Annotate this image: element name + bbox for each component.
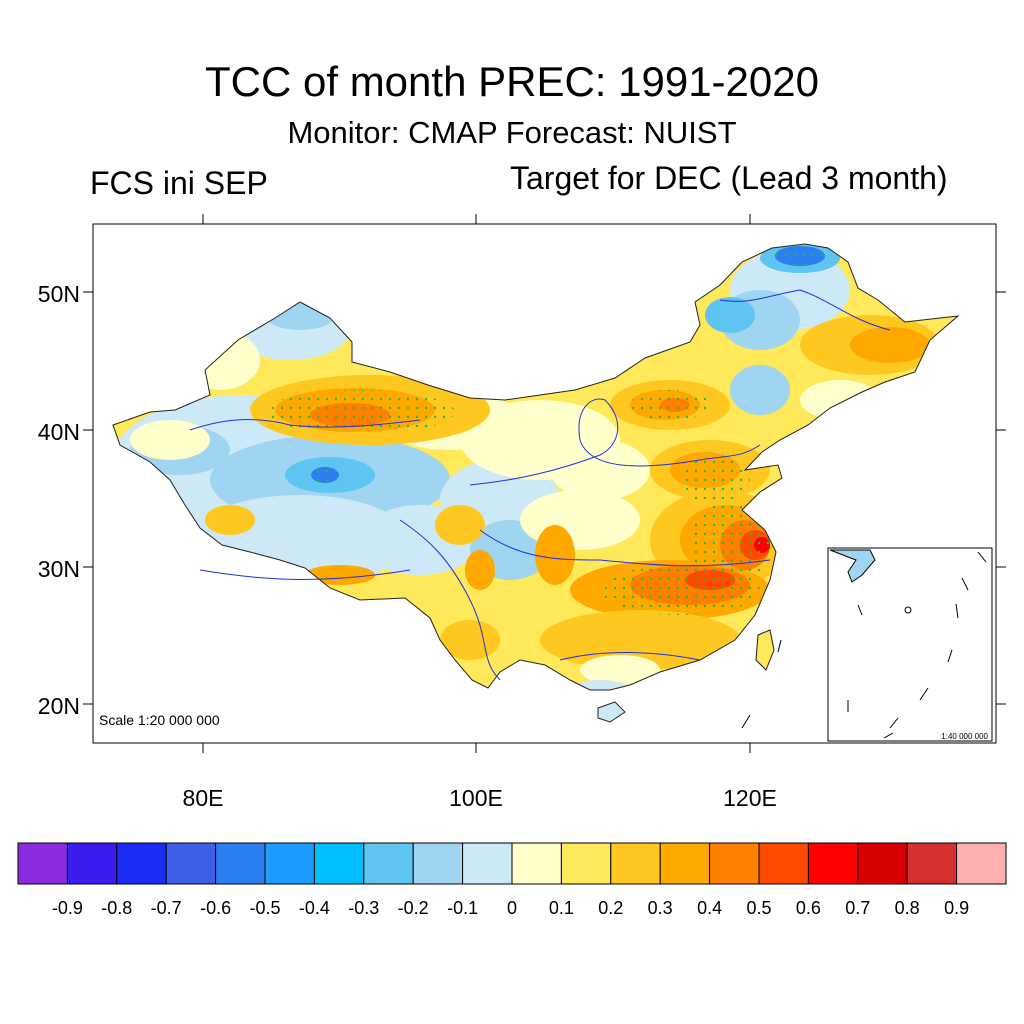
- init-label: FCS ini SEP: [90, 165, 268, 201]
- main-scale-label: Scale 1:20 000 000: [99, 712, 220, 728]
- colorbar-swatch: [116, 842, 167, 885]
- lon-label-100e: 100E: [449, 785, 503, 811]
- colorbar-swatch: [313, 842, 365, 885]
- inset-scale-label: 1:40 000 000: [941, 732, 988, 741]
- colorbar-swatch: [560, 842, 612, 885]
- colorbar-swatch: [462, 842, 513, 885]
- colorbar-swatch: [906, 842, 958, 885]
- colorbar-label: -0.2: [398, 898, 429, 918]
- colorbar-label: 0.8: [895, 898, 920, 918]
- colorbar-label: -0.5: [249, 898, 280, 918]
- inset-dash-line: [829, 549, 987, 739]
- colorbar-swatch: [17, 842, 68, 885]
- colorbar-swatch: [511, 842, 562, 885]
- colorbar-swatch: [215, 842, 266, 885]
- colorbar-label: 0.5: [746, 898, 771, 918]
- colorbar-label: 0.4: [697, 898, 722, 918]
- colorbar-swatch: [807, 842, 859, 885]
- colorbar-label: 0.7: [845, 898, 870, 918]
- colorbar-swatch: [956, 842, 1007, 885]
- colorbar-swatch: [857, 842, 908, 885]
- taiwan: [755, 629, 775, 671]
- colorbar-label: 0.2: [598, 898, 623, 918]
- colorbar-swatch: [412, 842, 464, 885]
- colorbar-swatch: [709, 842, 760, 885]
- colorbar-label: -0.8: [101, 898, 132, 918]
- colorbar-label: -0.6: [200, 898, 231, 918]
- hainan: [597, 701, 626, 723]
- colorbar-label: 0.3: [648, 898, 673, 918]
- lat-label-30n: 30N: [38, 556, 80, 582]
- colorbar-swatch: [363, 842, 414, 885]
- china-border: [112, 243, 960, 691]
- plot-subtitle: Monitor: CMAP Forecast: NUIST: [287, 115, 737, 150]
- colorbar-swatch: [659, 842, 711, 885]
- colorbar-label: -0.9: [52, 898, 83, 918]
- rivers: [189, 289, 891, 681]
- ninedash-main-2: [777, 639, 782, 653]
- lat-label-20n: 20N: [38, 693, 80, 719]
- colorbar-label: -0.4: [299, 898, 330, 918]
- colorbar-swatch: [66, 842, 118, 885]
- colorbar-swatch: [610, 842, 661, 885]
- ninedash-main: [741, 714, 751, 729]
- colorbar-swatch: [165, 842, 217, 885]
- colorbar-label: 0.6: [796, 898, 821, 918]
- colorbar-label: 0.1: [549, 898, 574, 918]
- axis-ticks: [83, 214, 1006, 753]
- lon-label-80e: 80E: [183, 785, 224, 811]
- lat-label-50n: 50N: [38, 281, 80, 307]
- lon-label-120e: 120E: [723, 785, 777, 811]
- colorbar-label: -0.7: [151, 898, 182, 918]
- colorbar-label: 0: [507, 898, 517, 918]
- colorbar-label: -0.3: [348, 898, 379, 918]
- colorbar-label: 0.9: [944, 898, 969, 918]
- colorbar-swatch: [264, 842, 315, 885]
- target-label: Target for DEC (Lead 3 month): [510, 160, 948, 196]
- lat-label-40n: 40N: [38, 419, 80, 445]
- colorbar-swatch: [758, 842, 809, 885]
- plot-title: TCC of month PREC: 1991-2020: [205, 58, 819, 105]
- colorbar-label: -0.1: [447, 898, 478, 918]
